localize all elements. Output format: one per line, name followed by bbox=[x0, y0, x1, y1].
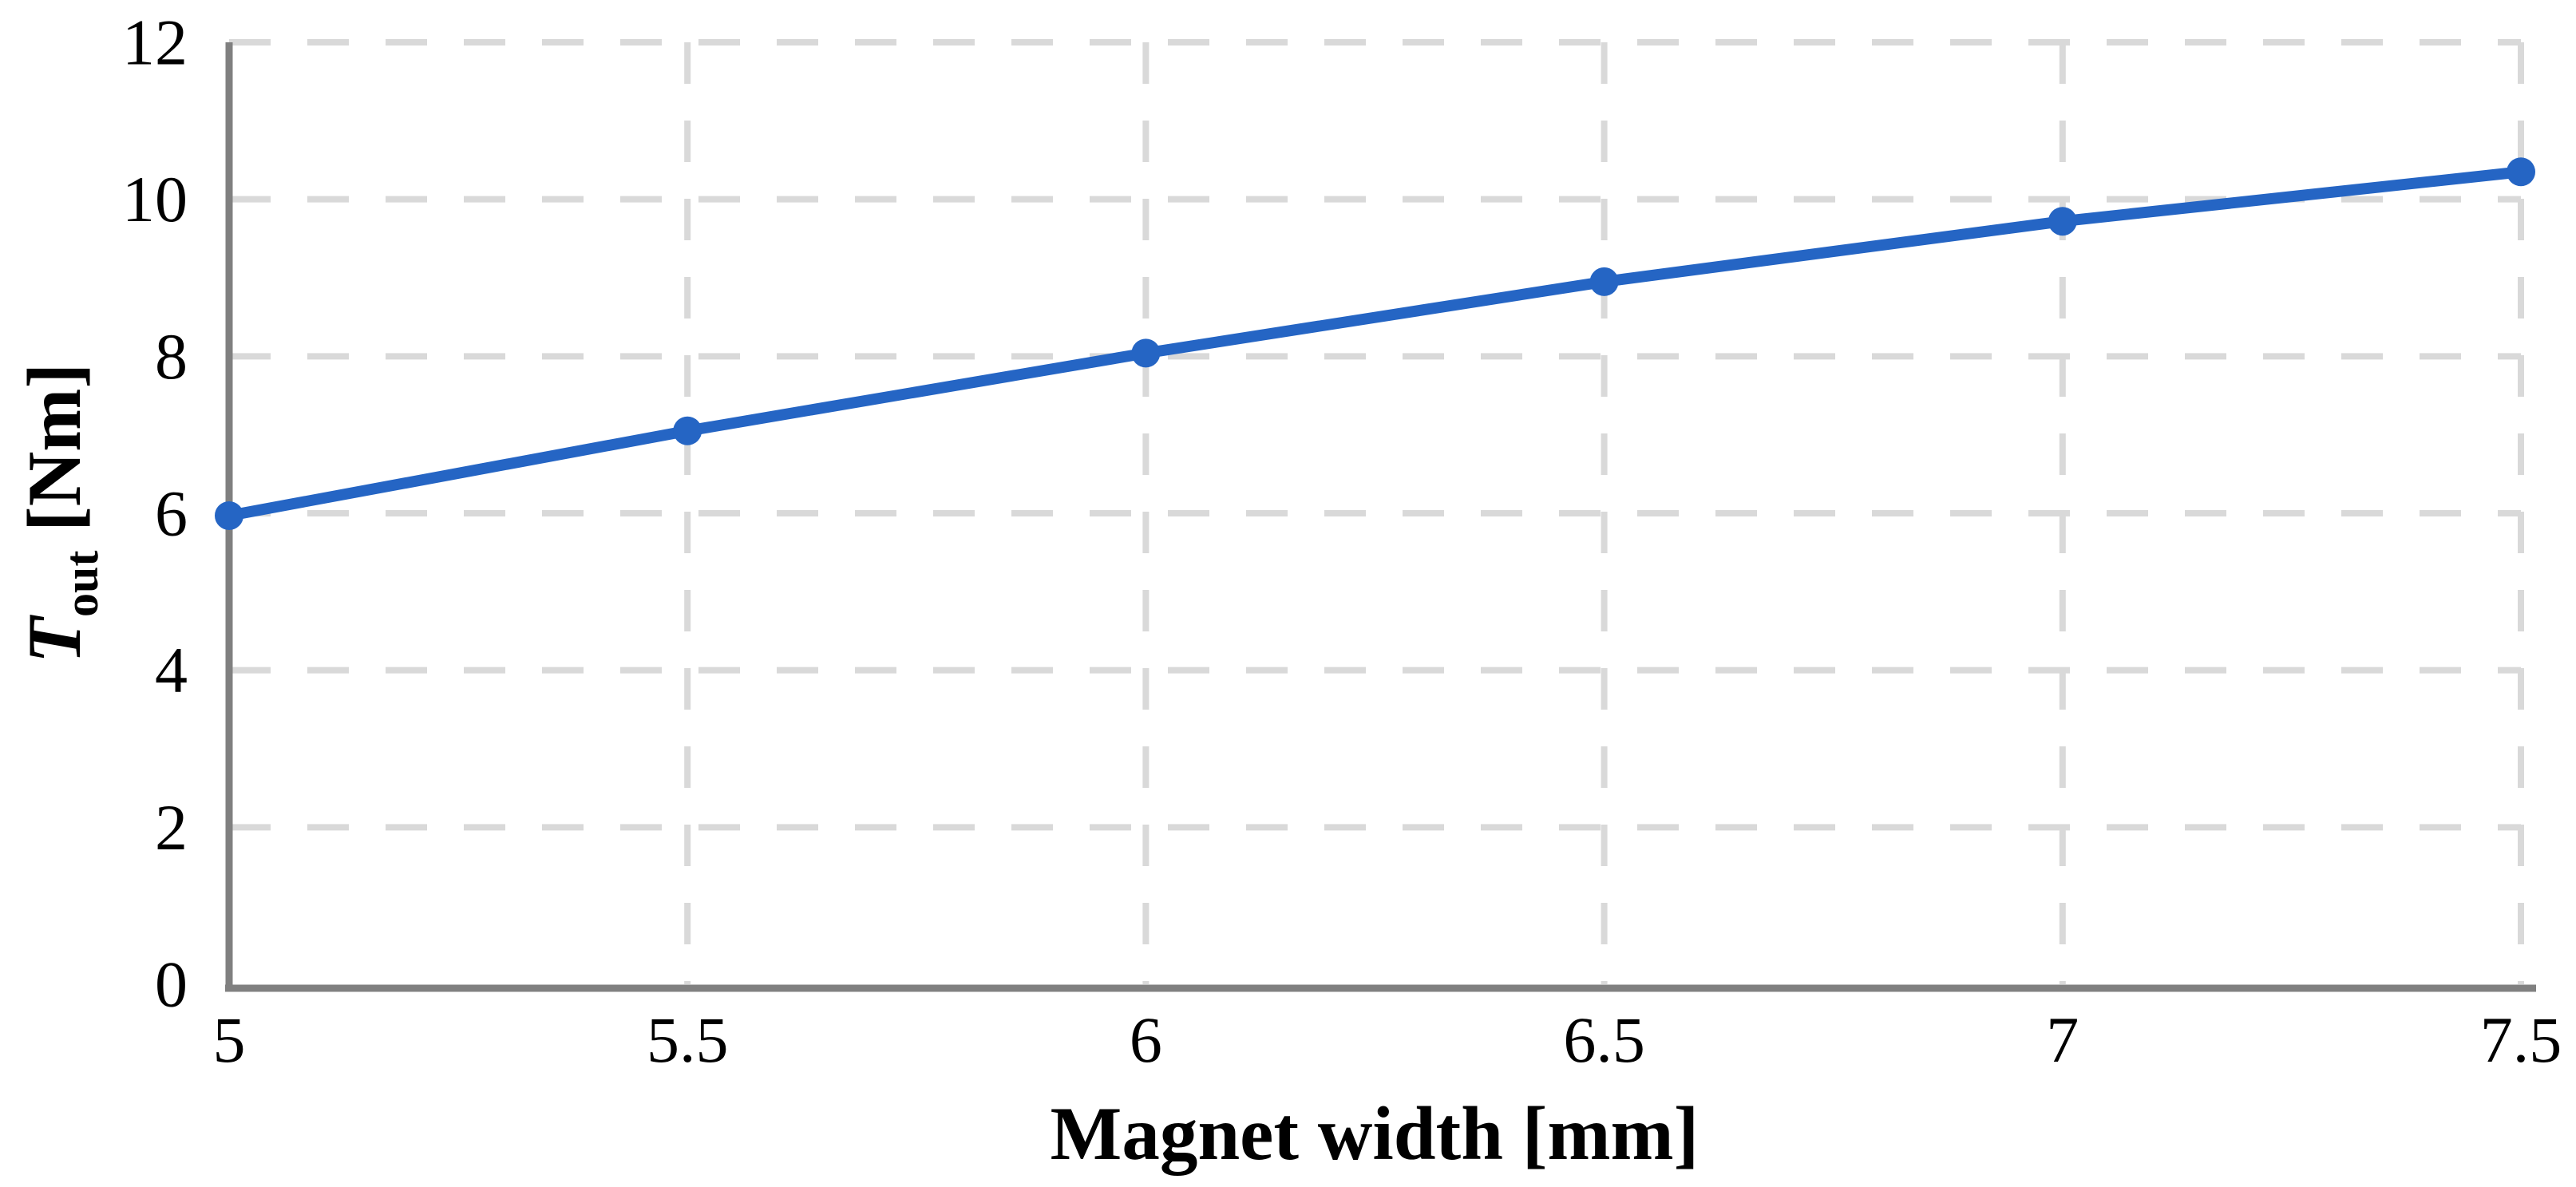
tick-labels-group: 0 2 4 6 8 10 12 5 5.5 6 6.5 7 7.5 bbox=[122, 6, 2562, 1077]
x-tick-label: 6 bbox=[1130, 1003, 1162, 1076]
gridlines-group bbox=[229, 39, 2524, 984]
x-tick-label: 6.5 bbox=[1563, 1003, 1645, 1076]
y-tick-label: 8 bbox=[155, 320, 188, 393]
y-axis-subscript: out bbox=[55, 551, 108, 617]
x-tick-label: 7.5 bbox=[2480, 1003, 2562, 1076]
data-point-marker bbox=[1589, 267, 1619, 296]
x-tick-label: 5 bbox=[213, 1003, 246, 1076]
data-point-marker bbox=[1131, 338, 1161, 368]
y-tick-label: 12 bbox=[122, 6, 188, 79]
y-tick-label: 2 bbox=[155, 791, 188, 864]
series-group bbox=[215, 157, 2535, 530]
y-tick-label: 6 bbox=[155, 477, 188, 550]
svg-text:Tout [Nm]: Tout [Nm] bbox=[12, 363, 108, 663]
y-axis-unit: [Nm] bbox=[12, 363, 97, 551]
x-axis-title: Magnet width [mm] bbox=[1051, 1091, 1700, 1176]
y-tick-label: 0 bbox=[155, 948, 188, 1021]
data-point-marker bbox=[2048, 207, 2077, 236]
y-axis-symbol: T bbox=[12, 614, 97, 663]
data-point-marker bbox=[215, 501, 243, 530]
x-tick-label: 5.5 bbox=[647, 1003, 729, 1076]
torque-series-line bbox=[224, 166, 2527, 521]
y-axis-title: Tout [Nm] bbox=[12, 363, 108, 663]
data-point-marker bbox=[2507, 157, 2535, 187]
y-tick-label: 4 bbox=[155, 634, 188, 706]
y-tick-label: 10 bbox=[122, 163, 188, 235]
data-point-marker bbox=[673, 416, 702, 445]
x-tick-label: 7 bbox=[2046, 1003, 2079, 1076]
